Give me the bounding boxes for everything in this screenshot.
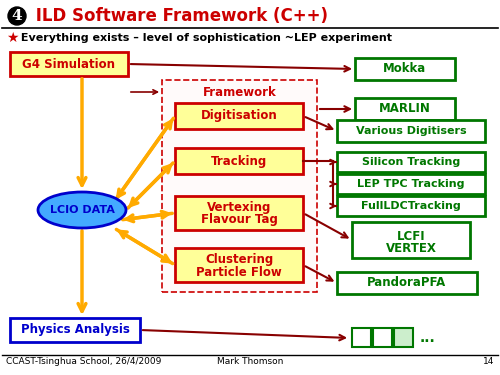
Text: Physics Analysis: Physics Analysis [20,324,130,336]
Text: ★: ★ [6,31,18,45]
FancyBboxPatch shape [355,98,455,120]
Text: ...: ... [420,331,436,345]
FancyBboxPatch shape [10,52,128,76]
Text: Various Digitisers: Various Digitisers [356,126,467,136]
Text: Silicon Tracking: Silicon Tracking [362,157,460,167]
Text: 14: 14 [482,357,494,366]
Text: Mokka: Mokka [384,63,426,75]
FancyBboxPatch shape [355,58,455,80]
Circle shape [8,7,26,25]
Text: LEP TPC Tracking: LEP TPC Tracking [357,179,465,189]
Text: FullLDCTracking: FullLDCTracking [361,201,461,211]
Text: Everything exists – level of sophistication ~LEP experiment: Everything exists – level of sophisticat… [17,33,392,43]
Text: Vertexing: Vertexing [207,201,271,214]
Text: VERTEX: VERTEX [386,242,436,255]
FancyBboxPatch shape [394,328,413,347]
Text: LCFI: LCFI [396,230,426,243]
Text: CCAST-Tsinghua School, 26/4/2009: CCAST-Tsinghua School, 26/4/2009 [6,357,162,366]
FancyBboxPatch shape [337,120,485,142]
Ellipse shape [38,192,126,228]
FancyBboxPatch shape [337,152,485,172]
FancyBboxPatch shape [337,196,485,216]
Text: ILD Software Framework (C++): ILD Software Framework (C++) [30,7,328,25]
Text: Particle Flow: Particle Flow [196,266,282,279]
FancyBboxPatch shape [337,272,477,294]
FancyBboxPatch shape [337,174,485,194]
FancyBboxPatch shape [10,318,140,342]
Text: G4 Simulation: G4 Simulation [22,57,116,70]
Text: Mark Thomson: Mark Thomson [217,357,283,366]
Text: Digitisation: Digitisation [200,110,278,123]
Text: MARLIN: MARLIN [379,102,431,116]
FancyBboxPatch shape [175,103,303,129]
Text: Tracking: Tracking [211,154,267,168]
Text: Clustering: Clustering [205,254,273,267]
FancyBboxPatch shape [175,148,303,174]
FancyBboxPatch shape [373,328,392,347]
Text: PandoraPFA: PandoraPFA [368,276,446,290]
FancyBboxPatch shape [175,248,303,282]
Text: Framework: Framework [202,86,276,99]
Text: LCIO DATA: LCIO DATA [50,205,114,215]
Text: 4: 4 [12,9,22,23]
Text: Flavour Tag: Flavour Tag [200,213,278,226]
FancyBboxPatch shape [352,222,470,258]
FancyBboxPatch shape [352,328,371,347]
FancyBboxPatch shape [162,80,317,292]
FancyBboxPatch shape [175,196,303,230]
